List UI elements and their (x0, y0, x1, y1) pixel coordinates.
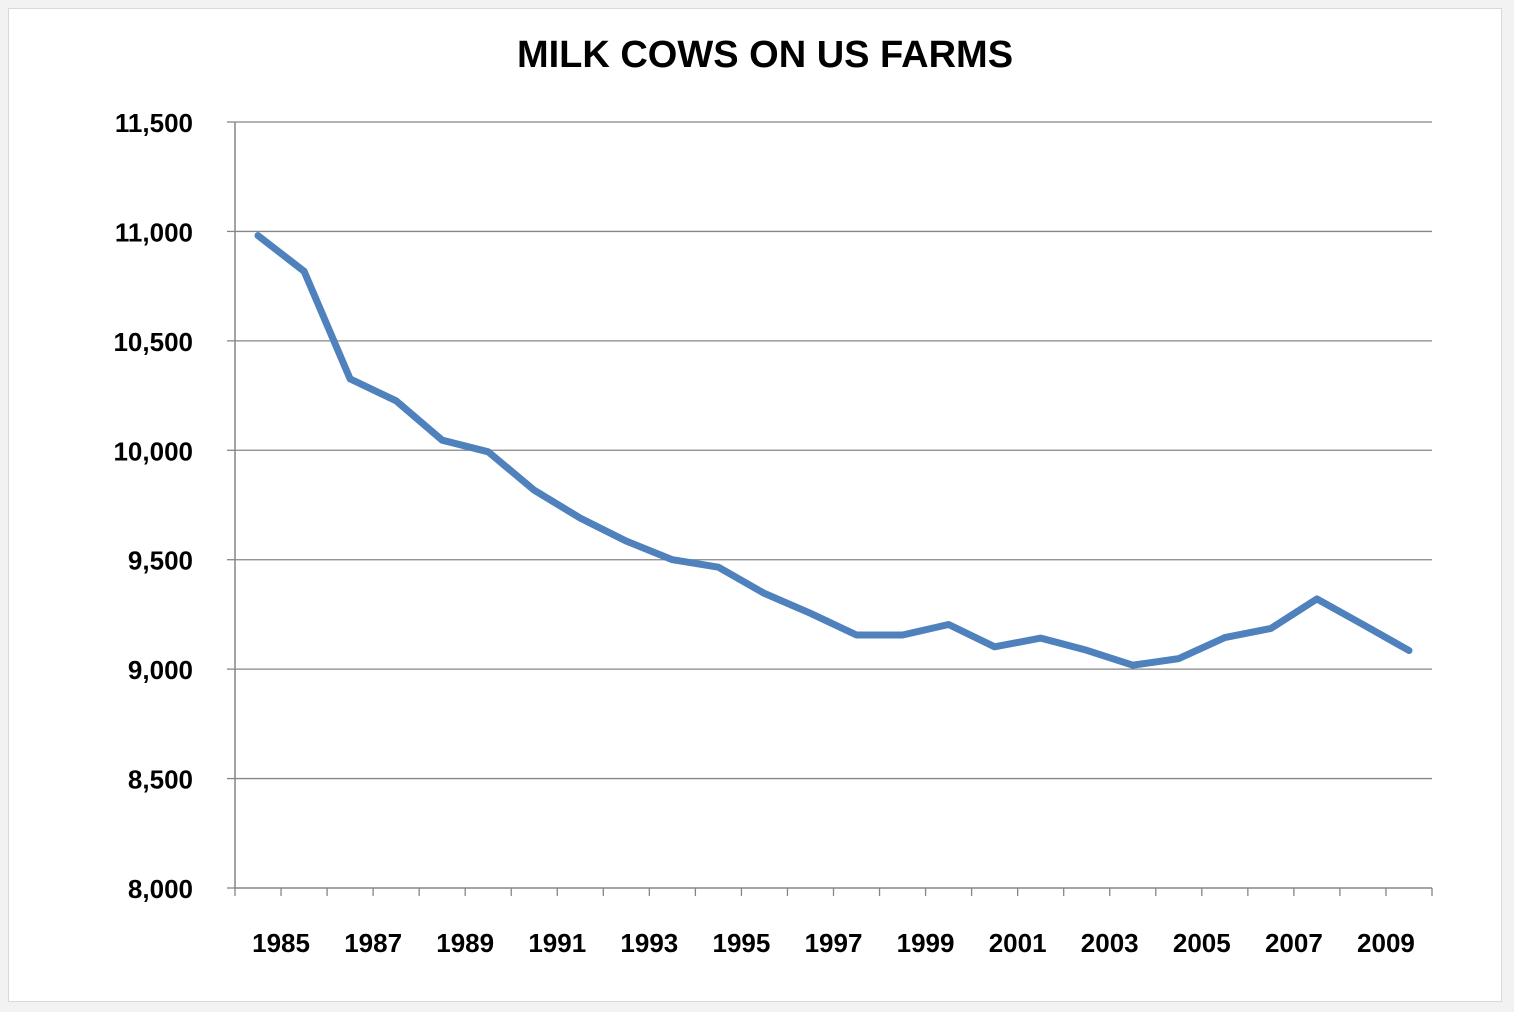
y-tick-label: 9,000 (128, 655, 193, 685)
y-tick-label: 8,500 (128, 765, 193, 795)
x-tick-label: 1997 (805, 928, 863, 958)
x-tick-label: 2001 (989, 928, 1047, 958)
y-tick-label: 8,000 (128, 874, 193, 904)
chart-title: MILK COWS ON US FARMS (516, 34, 1014, 76)
x-tick-label: 1995 (713, 928, 771, 958)
y-tick-label: 11,500 (115, 108, 193, 138)
y-tick-label: 11,000 (115, 217, 193, 247)
x-tick-label: 2007 (1265, 928, 1323, 958)
x-tick-label: 2003 (1081, 928, 1139, 958)
x-tick-label: 1987 (344, 928, 402, 958)
chart-frame (8, 8, 1502, 1002)
y-tick-label: 10,000 (113, 436, 193, 466)
x-tick-label: 2005 (1173, 928, 1231, 958)
x-tick-label: 2009 (1357, 928, 1415, 958)
x-tick-label: 1991 (528, 928, 586, 958)
x-tick-label: 1999 (897, 928, 955, 958)
x-tick-label: 1989 (436, 928, 494, 958)
y-tick-label: 10,500 (113, 327, 193, 357)
x-tick-label: 1993 (620, 928, 678, 958)
x-tick-label: 1985 (252, 928, 310, 958)
y-tick-label: 9,500 (128, 546, 193, 576)
series-line-0 (254, 232, 1413, 669)
